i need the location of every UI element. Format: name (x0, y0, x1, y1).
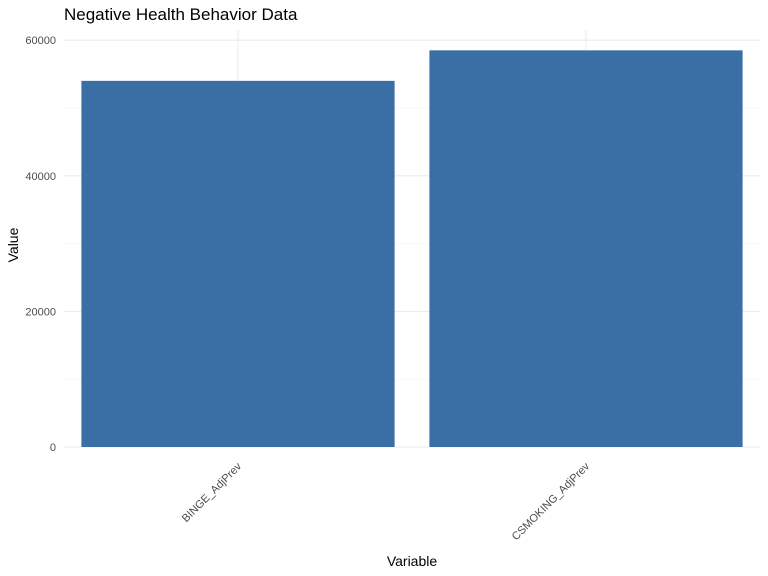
x-axis-ticks: BINGE_AdjPrev CSMOKING_AdjPrev (180, 460, 593, 543)
y-tick-label: 60000 (25, 35, 56, 47)
x-tick-label: BINGE_AdjPrev (180, 460, 245, 525)
bar-binge-adjprev (81, 80, 395, 447)
y-axis-title: Value (5, 227, 21, 262)
bar-csmoking-adjprev (429, 50, 743, 448)
x-axis-title: Variable (387, 553, 438, 569)
y-tick-label: 20000 (25, 306, 56, 318)
chart-title: Negative Health Behavior Data (64, 5, 298, 24)
y-tick-label: 40000 (25, 171, 56, 183)
bars (81, 50, 743, 448)
x-tick-label: CSMOKING_AdjPrev (510, 460, 593, 543)
y-axis-ticks: 0 20000 40000 60000 (25, 35, 56, 454)
y-tick-label: 0 (50, 442, 56, 454)
